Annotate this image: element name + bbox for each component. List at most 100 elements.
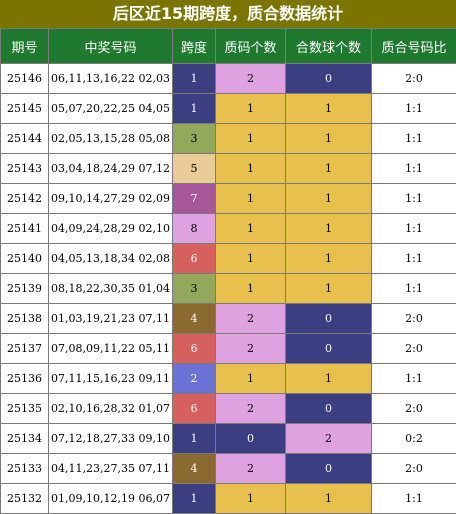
cell-winning-numbers: 06,11,13,16,22 02,03 xyxy=(49,64,173,94)
cell-ratio: 2:0 xyxy=(372,394,456,424)
cell-ratio: 2:0 xyxy=(372,454,456,484)
cell-prime-count: 2 xyxy=(216,394,286,424)
cell-prime-count: 1 xyxy=(216,364,286,394)
cell-span: 3 xyxy=(173,274,216,304)
cell-winning-numbers: 08,18,22,30,35 01,04 xyxy=(49,274,173,304)
cell-ratio: 2:0 xyxy=(372,304,456,334)
cell-composite-count: 1 xyxy=(286,244,372,274)
cell-winning-numbers: 07,12,18,27,33 09,10 xyxy=(49,424,173,454)
cell-ratio: 1:1 xyxy=(372,214,456,244)
cell-ratio: 1:1 xyxy=(372,154,456,184)
cell-ratio: 1:1 xyxy=(372,124,456,154)
cell-composite-count: 0 xyxy=(286,454,372,484)
cell-period: 25145 xyxy=(1,94,49,124)
header-numbers: 中奖号码 xyxy=(49,29,173,64)
header-prime-count: 质码个数 xyxy=(216,29,286,64)
cell-winning-numbers: 02,10,16,28,32 01,07 xyxy=(49,394,173,424)
cell-winning-numbers: 04,11,23,27,35 07,11 xyxy=(49,454,173,484)
cell-ratio: 1:1 xyxy=(372,364,456,394)
cell-winning-numbers: 07,08,09,11,22 05,11 xyxy=(49,334,173,364)
cell-prime-count: 2 xyxy=(216,304,286,334)
cell-span: 6 xyxy=(173,244,216,274)
cell-period: 25146 xyxy=(1,64,49,94)
cell-period: 25136 xyxy=(1,364,49,394)
cell-winning-numbers: 07,11,15,16,23 09,11 xyxy=(49,364,173,394)
cell-winning-numbers: 02,05,13,15,28 05,08 xyxy=(49,124,173,154)
cell-span: 6 xyxy=(173,394,216,424)
page-title: 后区近15期跨度，质合数据统计 xyxy=(0,0,456,28)
cell-span: 4 xyxy=(173,304,216,334)
cell-prime-count: 0 xyxy=(216,424,286,454)
cell-composite-count: 2 xyxy=(286,424,372,454)
header-composite-count: 合数球个数 xyxy=(286,29,372,64)
cell-span: 5 xyxy=(173,154,216,184)
cell-span: 2 xyxy=(173,364,216,394)
cell-ratio: 2:0 xyxy=(372,64,456,94)
header-period: 期号 xyxy=(1,29,49,64)
cell-period: 25134 xyxy=(1,424,49,454)
cell-span: 6 xyxy=(173,334,216,364)
cell-winning-numbers: 01,03,19,21,23 07,11 xyxy=(49,304,173,334)
cell-winning-numbers: 03,04,18,24,29 07,12 xyxy=(49,154,173,184)
cell-period: 25138 xyxy=(1,304,49,334)
cell-winning-numbers: 04,05,13,18,34 02,08 xyxy=(49,244,173,274)
cell-composite-count: 1 xyxy=(286,274,372,304)
cell-composite-count: 0 xyxy=(286,64,372,94)
cell-composite-count: 1 xyxy=(286,184,372,214)
cell-composite-count: 0 xyxy=(286,304,372,334)
cell-prime-count: 1 xyxy=(216,484,286,514)
cell-period: 25132 xyxy=(1,484,49,514)
table-header-row: 期号 中奖号码 跨度 质码个数 合数球个数 质合号码比 xyxy=(1,29,456,64)
cell-prime-count: 2 xyxy=(216,64,286,94)
cell-composite-count: 0 xyxy=(286,334,372,364)
cell-span: 8 xyxy=(173,214,216,244)
cell-span: 1 xyxy=(173,64,216,94)
cell-prime-count: 1 xyxy=(216,244,286,274)
cell-composite-count: 1 xyxy=(286,364,372,394)
cell-period: 25137 xyxy=(1,334,49,364)
header-span: 跨度 xyxy=(173,29,216,64)
cell-composite-count: 1 xyxy=(286,94,372,124)
cell-prime-count: 1 xyxy=(216,154,286,184)
cell-composite-count: 1 xyxy=(286,124,372,154)
cell-ratio: 1:1 xyxy=(372,484,456,514)
cell-ratio: 1:1 xyxy=(372,94,456,124)
cell-winning-numbers: 05,07,20,22,25 04,05 xyxy=(49,94,173,124)
cell-composite-count: 1 xyxy=(286,154,372,184)
cell-ratio: 1:1 xyxy=(372,244,456,274)
cell-prime-count: 1 xyxy=(216,94,286,124)
cell-winning-numbers: 04,09,24,28,29 02,10 xyxy=(49,214,173,244)
cell-winning-numbers: 09,10,14,27,29 02,09 xyxy=(49,184,173,214)
cell-span: 4 xyxy=(173,454,216,484)
cell-period: 25140 xyxy=(1,244,49,274)
cell-prime-count: 1 xyxy=(216,124,286,154)
cell-ratio: 0:2 xyxy=(372,424,456,454)
cell-period: 25139 xyxy=(1,274,49,304)
header-ratio: 质合号码比 xyxy=(372,29,456,64)
cell-period: 25143 xyxy=(1,154,49,184)
cell-ratio: 1:1 xyxy=(372,184,456,214)
cell-period: 25133 xyxy=(1,454,49,484)
cell-period: 25144 xyxy=(1,124,49,154)
cell-span: 3 xyxy=(173,124,216,154)
cell-ratio: 2:0 xyxy=(372,334,456,364)
cell-composite-count: 1 xyxy=(286,484,372,514)
cell-winning-numbers: 01,09,10,12,19 06,07 xyxy=(49,484,173,514)
cell-prime-count: 1 xyxy=(216,274,286,304)
